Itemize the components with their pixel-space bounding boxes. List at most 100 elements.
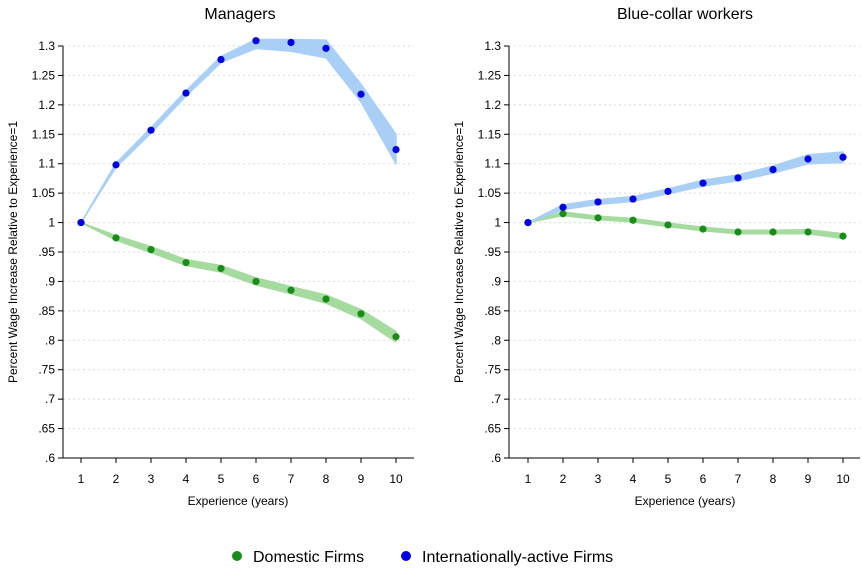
- x-tick-label: 7: [735, 472, 742, 486]
- y-tick-label: 1.1: [38, 157, 55, 171]
- y-tick-label: 1.15: [478, 127, 502, 141]
- y-tick-label: 1: [48, 216, 55, 230]
- y-axis-label: Percent Wage Increase Relative to Experi…: [6, 121, 20, 383]
- data-point-series-0: [112, 234, 120, 242]
- confidence-band-series-1: [80, 38, 397, 224]
- y-tick-label: .9: [45, 274, 55, 288]
- data-point-series-0: [629, 216, 637, 224]
- y-tick-label: .7: [491, 392, 501, 406]
- data-point-series-1: [182, 89, 190, 97]
- confidence-band-series-0: [80, 221, 397, 343]
- x-tick-label: 2: [560, 472, 567, 486]
- confidence-band-series-1: [527, 151, 844, 224]
- x-tick-label: 10: [836, 472, 850, 486]
- panel-managers: 1.31.251.21.151.11.051.95.9.85.8.75.7.65…: [6, 6, 414, 508]
- data-point-series-0: [804, 228, 812, 236]
- legend-marker: [401, 551, 411, 561]
- x-axis-label: Experience (years): [188, 494, 289, 508]
- data-point-series-0: [839, 232, 847, 240]
- y-tick-label: .6: [45, 451, 55, 465]
- data-point-series-1: [629, 195, 637, 203]
- x-axis-label: Experience (years): [635, 494, 736, 508]
- y-tick-label: 1.2: [38, 98, 55, 112]
- legend-label: Internationally-active Firms: [422, 549, 613, 566]
- x-tick-label: 9: [805, 472, 812, 486]
- y-tick-label: .75: [484, 363, 501, 377]
- data-point-series-1: [699, 179, 707, 187]
- x-tick-label: 8: [770, 472, 777, 486]
- y-tick-label: .95: [38, 245, 55, 259]
- y-tick-label: 1.3: [484, 39, 501, 53]
- data-point-series-1: [77, 218, 85, 227]
- data-point-series-1: [147, 126, 155, 134]
- y-tick-label: 1.25: [478, 68, 502, 82]
- data-point-series-0: [217, 264, 225, 273]
- y-tick-label: .9: [491, 274, 501, 288]
- data-point-series-1: [664, 187, 672, 195]
- x-tick-label: 8: [323, 472, 330, 486]
- x-tick-label: 6: [700, 472, 707, 486]
- y-tick-label: .85: [484, 304, 501, 318]
- data-point-series-0: [664, 221, 672, 229]
- x-tick-label: 3: [148, 472, 155, 486]
- data-point-series-0: [357, 310, 365, 318]
- legend: Domestic Firms Internationally-active Fir…: [232, 549, 613, 566]
- y-axis-label: Percent Wage Increase Relative to Experi…: [452, 121, 466, 383]
- x-tick-label: 1: [78, 472, 85, 486]
- data-point-series-0: [252, 277, 260, 286]
- data-point-series-1: [252, 37, 260, 45]
- data-point-series-1: [217, 55, 225, 64]
- data-point-series-0: [699, 225, 707, 233]
- x-tick-label: 3: [595, 472, 602, 486]
- data-point-series-1: [112, 161, 120, 169]
- data-point-series-1: [559, 203, 567, 211]
- y-tick-label: 1.3: [38, 39, 55, 53]
- legend-marker: [232, 551, 242, 561]
- y-tick-label: .65: [38, 422, 55, 436]
- x-tick-label: 4: [630, 472, 637, 486]
- data-point-series-0: [594, 214, 602, 222]
- data-point-series-0: [392, 333, 400, 341]
- data-point-series-1: [524, 218, 532, 227]
- panel-title: Managers: [204, 6, 275, 23]
- y-tick-label: 1.2: [484, 98, 501, 112]
- y-tick-label: .65: [484, 422, 501, 436]
- data-point-series-1: [357, 90, 365, 98]
- data-point-series-1: [392, 145, 400, 154]
- y-tick-label: 1.05: [32, 186, 56, 200]
- data-point-series-1: [804, 155, 812, 163]
- y-tick-label: 1: [494, 216, 501, 230]
- y-tick-label: .75: [38, 363, 55, 377]
- data-point-series-0: [287, 286, 295, 294]
- x-tick-label: 9: [358, 472, 365, 486]
- legend-label: Domestic Firms: [253, 549, 364, 566]
- x-tick-label: 5: [665, 472, 672, 486]
- data-point-series-1: [769, 166, 777, 174]
- panel-title: Blue-collar workers: [617, 6, 753, 23]
- data-point-series-0: [322, 295, 330, 303]
- data-point-series-1: [322, 44, 330, 52]
- x-tick-label: 4: [183, 472, 190, 486]
- data-point-series-1: [734, 174, 742, 182]
- x-tick-label: 10: [389, 472, 403, 486]
- data-point-series-1: [287, 38, 295, 47]
- data-point-series-0: [734, 228, 742, 236]
- data-point-series-1: [839, 153, 847, 161]
- y-tick-label: 1.1: [484, 157, 501, 171]
- x-tick-label: 6: [253, 472, 260, 486]
- y-tick-label: .6: [491, 451, 501, 465]
- y-tick-label: 1.05: [478, 186, 502, 200]
- confidence-band-series-0: [527, 211, 844, 240]
- data-point-series-0: [147, 246, 155, 254]
- x-tick-label: 2: [113, 472, 120, 486]
- y-tick-label: .7: [45, 392, 55, 406]
- data-point-series-0: [182, 258, 190, 267]
- x-tick-label: 5: [218, 472, 225, 486]
- y-tick-label: .8: [45, 333, 55, 347]
- y-tick-label: 1.25: [32, 68, 56, 82]
- y-tick-label: 1.15: [32, 127, 56, 141]
- y-tick-label: .95: [484, 245, 501, 259]
- data-point-series-0: [559, 210, 567, 218]
- data-point-series-1: [594, 198, 602, 206]
